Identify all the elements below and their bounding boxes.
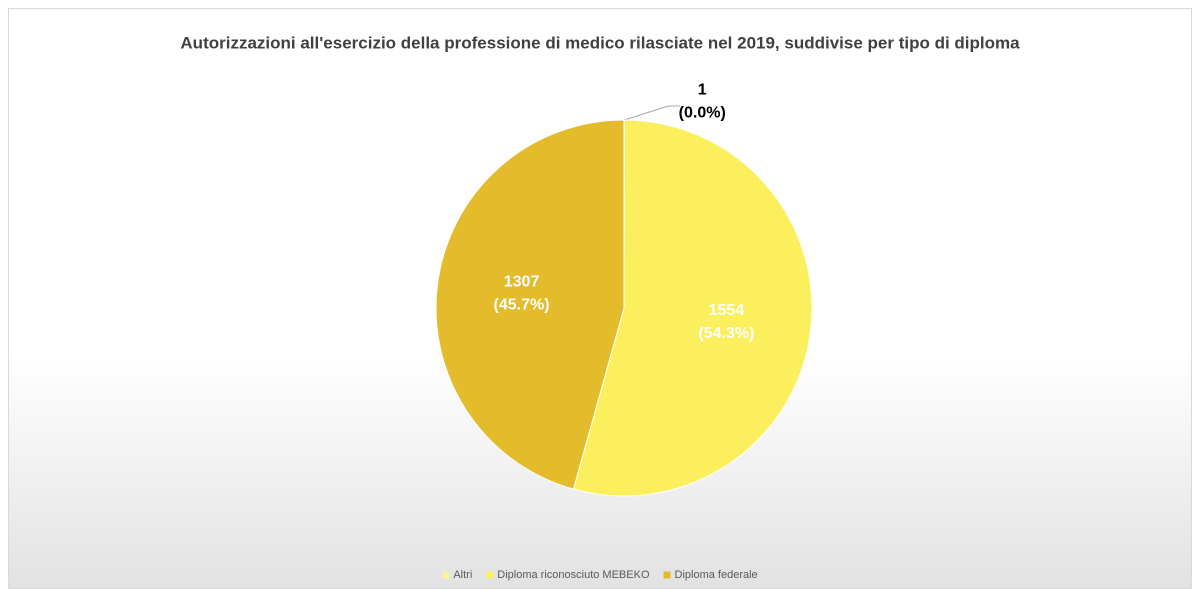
data-label: (0.0%) bbox=[679, 105, 726, 122]
data-label: (45.7%) bbox=[494, 297, 550, 314]
leader-line bbox=[624, 105, 681, 121]
legend: Altri Diploma riconosciuto MEBEKO Diploma … bbox=[442, 569, 758, 581]
chart-title: Autorizzazioni all'esercizio della profe… bbox=[180, 33, 1020, 52]
legend-swatch bbox=[486, 571, 494, 579]
legend-label: Altri bbox=[453, 569, 472, 581]
legend-label: Diploma federale bbox=[675, 569, 758, 581]
data-label: 1307 bbox=[504, 274, 540, 291]
legend-label: Diploma riconosciuto MEBEKO bbox=[497, 569, 650, 581]
data-label: 1 bbox=[698, 82, 707, 99]
data-label: 1554 bbox=[709, 302, 745, 319]
data-label: (54.3%) bbox=[698, 325, 754, 342]
pie-slice bbox=[572, 119, 813, 497]
pie-slice bbox=[435, 119, 625, 490]
legend-swatch bbox=[663, 571, 671, 579]
legend-swatch bbox=[442, 571, 450, 579]
